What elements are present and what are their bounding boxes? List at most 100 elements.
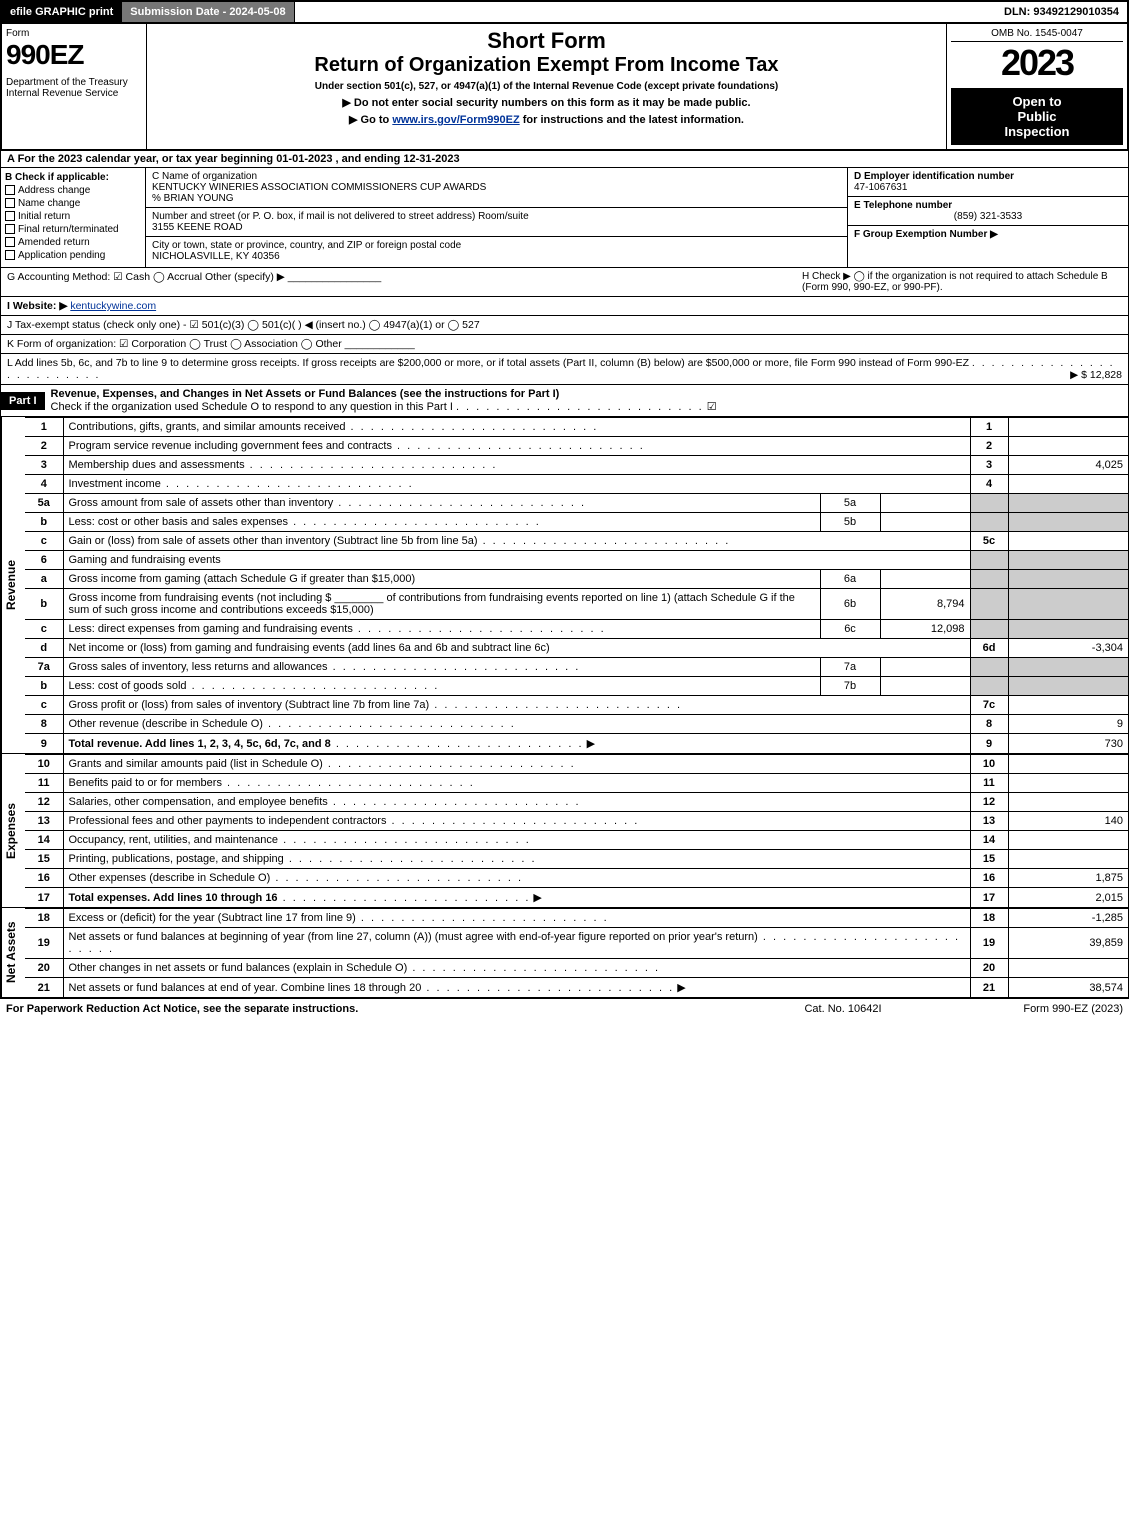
net-assets-section: Net Assets 18Excess or (deficit) for the…: [0, 908, 1129, 998]
cb-amended-return[interactable]: Amended return: [5, 237, 141, 248]
return-title: Return of Organization Exempt From Incom…: [155, 54, 938, 77]
form-header: Form 990EZ Department of the Treasury In…: [0, 24, 1129, 151]
block-BCDEF: B Check if applicable: Address change Na…: [0, 168, 1129, 268]
part-I-title: Revenue, Expenses, and Changes in Net As…: [51, 388, 560, 400]
line-16: 16Other expenses (describe in Schedule O…: [25, 869, 1128, 888]
side-label-revenue: Revenue: [1, 417, 25, 753]
line-6b: bGross income from fundraising events (n…: [25, 589, 1128, 620]
top-bar: efile GRAPHIC print Submission Date - 20…: [0, 0, 1129, 24]
header-right: OMB No. 1545-0047 2023 Open to Public In…: [947, 24, 1127, 149]
line-6a: aGross income from gaming (attach Schedu…: [25, 570, 1128, 589]
row-J-tax-status: J Tax-exempt status (check only one) - ☑…: [0, 316, 1129, 335]
line-2: 2Program service revenue including gover…: [25, 437, 1128, 456]
line-7c: cGross profit or (loss) from sales of in…: [25, 696, 1128, 715]
C-care-of: % BRIAN YOUNG: [152, 193, 234, 204]
row-A-text: A For the 2023 calendar year, or tax yea…: [7, 153, 460, 165]
section-note: Under section 501(c), 527, or 4947(a)(1)…: [155, 81, 938, 92]
D-label: D Employer identification number: [854, 171, 1014, 182]
C-street: 3155 KEENE ROAD: [152, 222, 243, 233]
line-8: 8Other revenue (describe in Schedule O)8…: [25, 715, 1128, 734]
cb-application-pending[interactable]: Application pending: [5, 250, 141, 261]
revenue-section: Revenue 1Contributions, gifts, grants, a…: [0, 417, 1129, 754]
line-19: 19Net assets or fund balances at beginni…: [25, 928, 1128, 959]
line-7a: 7aGross sales of inventory, less returns…: [25, 658, 1128, 677]
row-A-tax-year: A For the 2023 calendar year, or tax yea…: [0, 151, 1129, 168]
L-amount: ▶ $ 12,828: [1070, 369, 1122, 381]
line-5c: cGain or (loss) from sale of assets othe…: [25, 532, 1128, 551]
D-ein: 47-1067631: [854, 182, 907, 193]
open-line1: Open to: [957, 94, 1117, 109]
form-label: Form: [6, 28, 142, 39]
row-I-website: I Website: ▶ kentuckywine.com: [0, 297, 1129, 316]
efile-print-button[interactable]: efile GRAPHIC print: [2, 2, 122, 22]
goto-instructions: ▶ Go to www.irs.gov/Form990EZ for instru…: [155, 113, 938, 126]
cb-address-change[interactable]: Address change: [5, 185, 141, 196]
line-17: 17Total expenses. Add lines 10 through 1…: [25, 888, 1128, 908]
website-link[interactable]: kentuckywine.com: [70, 300, 156, 312]
form-number: 990EZ: [6, 39, 142, 71]
footer-form-ref: Form 990-EZ (2023): [943, 1003, 1123, 1015]
C-street-block: Number and street (or P. O. box, if mail…: [146, 208, 847, 237]
open-to-public: Open to Public Inspection: [951, 88, 1123, 145]
dln-number: DLN: 93492129010354: [996, 2, 1127, 22]
cb-final-return[interactable]: Final return/terminated: [5, 224, 141, 235]
C-city: NICHOLASVILLE, KY 40356: [152, 251, 280, 262]
submission-date: Submission Date - 2024-05-08: [122, 2, 294, 22]
ssn-warning: ▶ Do not enter social security numbers o…: [155, 96, 938, 109]
short-form-title: Short Form: [155, 28, 938, 54]
row-GH: G Accounting Method: ☑ Cash ◯ Accrual Ot…: [0, 268, 1129, 297]
footer-cat-no: Cat. No. 10642I: [743, 1003, 943, 1015]
line-13: 13Professional fees and other payments t…: [25, 812, 1128, 831]
line-10: 10Grants and similar amounts paid (list …: [25, 755, 1128, 774]
cb-name-change[interactable]: Name change: [5, 198, 141, 209]
E-label: E Telephone number: [854, 200, 952, 211]
F-group-block: F Group Exemption Number ▶: [848, 226, 1128, 243]
cb-initial-return[interactable]: Initial return: [5, 211, 141, 222]
line-9: 9Total revenue. Add lines 1, 2, 3, 4, 5c…: [25, 734, 1128, 754]
line-14: 14Occupancy, rent, utilities, and mainte…: [25, 831, 1128, 850]
side-label-netassets: Net Assets: [1, 908, 25, 997]
col-B-checkboxes: B Check if applicable: Address change Na…: [1, 168, 146, 267]
line-7b: bLess: cost of goods sold7b: [25, 677, 1128, 696]
C-name-label: C Name of organization: [152, 171, 257, 182]
side-label-expenses: Expenses: [1, 754, 25, 907]
expenses-section: Expenses 10Grants and similar amounts pa…: [0, 754, 1129, 908]
L-text: L Add lines 5b, 6c, and 7b to line 9 to …: [7, 357, 969, 369]
C-org-name: KENTUCKY WINERIES ASSOCIATION COMMISSION…: [152, 182, 486, 193]
D-ein-block: D Employer identification number 47-1067…: [848, 168, 1128, 197]
line-1: 1Contributions, gifts, grants, and simil…: [25, 418, 1128, 437]
line-12: 12Salaries, other compensation, and empl…: [25, 793, 1128, 812]
line-5b: bLess: cost or other basis and sales exp…: [25, 513, 1128, 532]
irs-link[interactable]: www.irs.gov/Form990EZ: [392, 114, 519, 126]
E-phone: (859) 321-3533: [854, 211, 1122, 222]
revenue-table: 1Contributions, gifts, grants, and simil…: [25, 417, 1128, 753]
part-I-checkbox[interactable]: ☑: [707, 401, 717, 413]
header-left: Form 990EZ Department of the Treasury In…: [2, 24, 147, 149]
net-assets-table: 18Excess or (deficit) for the year (Subt…: [25, 908, 1128, 997]
part-I-check-note: Check if the organization used Schedule …: [51, 401, 453, 413]
line-15: 15Printing, publications, postage, and s…: [25, 850, 1128, 869]
col-C-org-info: C Name of organization KENTUCKY WINERIES…: [146, 168, 848, 267]
open-line2: Public: [957, 109, 1117, 124]
line-6c: cLess: direct expenses from gaming and f…: [25, 620, 1128, 639]
row-L-gross-receipts: L Add lines 5b, 6c, and 7b to line 9 to …: [0, 354, 1129, 385]
H-schedule-b: H Check ▶ ◯ if the organization is not r…: [802, 271, 1122, 293]
F-label: F Group Exemption Number ▶: [854, 229, 998, 240]
C-name-block: C Name of organization KENTUCKY WINERIES…: [146, 168, 847, 208]
line-6d: dNet income or (loss) from gaming and fu…: [25, 639, 1128, 658]
instr2-suffix: for instructions and the latest informat…: [520, 114, 744, 126]
row-K-form-org: K Form of organization: ☑ Corporation ◯ …: [0, 335, 1129, 354]
C-city-block: City or town, state or province, country…: [146, 237, 847, 265]
part-I-label: Part I: [1, 392, 45, 410]
omb-number: OMB No. 1545-0047: [951, 28, 1123, 42]
I-label: I Website: ▶: [7, 300, 67, 312]
expenses-table: 10Grants and similar amounts paid (list …: [25, 754, 1128, 907]
line-6: 6Gaming and fundraising events: [25, 551, 1128, 570]
line-18: 18Excess or (deficit) for the year (Subt…: [25, 909, 1128, 928]
page-footer: For Paperwork Reduction Act Notice, see …: [0, 998, 1129, 1019]
line-4: 4Investment income4: [25, 475, 1128, 494]
line-20: 20Other changes in net assets or fund ba…: [25, 959, 1128, 978]
C-city-label: City or town, state or province, country…: [152, 240, 461, 251]
line-5a: 5aGross amount from sale of assets other…: [25, 494, 1128, 513]
G-accounting: G Accounting Method: ☑ Cash ◯ Accrual Ot…: [7, 271, 802, 293]
